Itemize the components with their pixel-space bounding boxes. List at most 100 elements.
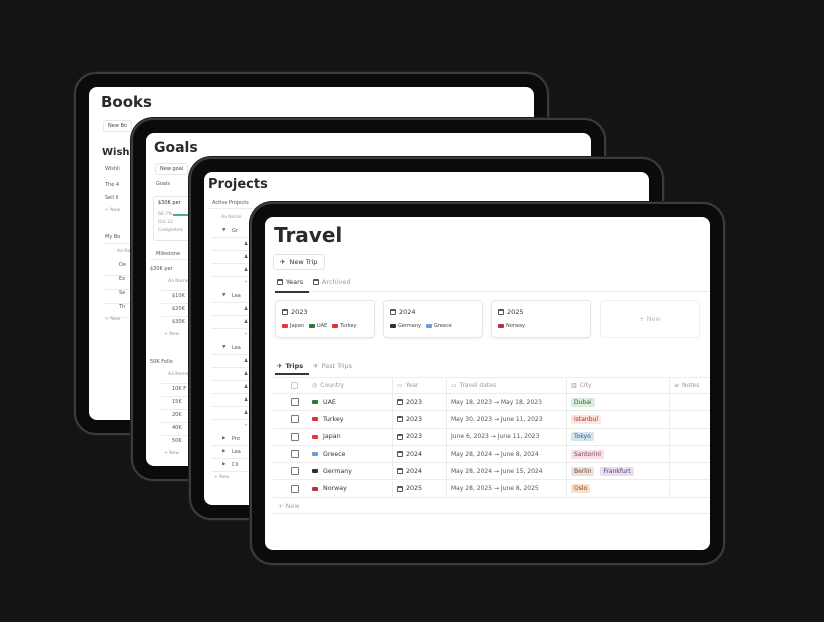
new-trip-button[interactable]: ✈ New Trip <box>273 254 325 270</box>
tab-goals[interactable]: Goals <box>156 181 170 187</box>
table-row[interactable]: $10K <box>172 293 185 299</box>
new-goal-button[interactable]: New goal <box>155 163 189 175</box>
column-header[interactable]: ▥ City <box>566 378 669 393</box>
country-cell[interactable]: Japan <box>308 429 392 445</box>
tab-past-trips[interactable]: ✈ Past Trips <box>313 362 352 370</box>
new-year-card[interactable]: + New <box>600 300 700 338</box>
tab-years[interactable]: Years <box>277 278 303 286</box>
table-row[interactable]: 20K <box>172 412 182 418</box>
table-row[interactable]: 15K <box>172 399 182 405</box>
city-tag[interactable]: Santorini <box>571 449 604 459</box>
caret-right-icon[interactable]: ▶ <box>222 449 226 454</box>
country-cell[interactable]: Norway <box>308 481 392 497</box>
checkbox[interactable] <box>291 398 299 406</box>
table-row[interactable]: Turkey 2023 May 30, 2023 → June 11, 2023 Is… <box>273 411 710 429</box>
new-row-button[interactable]: + New <box>164 451 180 456</box>
checkbox[interactable] <box>291 484 299 493</box>
notes-cell[interactable] <box>669 480 710 497</box>
new-row-button[interactable]: + New <box>214 475 230 480</box>
tab-milestones[interactable]: Milestone <box>156 251 181 257</box>
year-cell[interactable]: 2024 <box>392 445 446 463</box>
year-cell[interactable]: 2023 <box>392 428 446 445</box>
table-row[interactable]: 10K F <box>172 386 187 392</box>
city-cell[interactable]: Berlin Frankfurt <box>566 463 669 480</box>
checkbox[interactable] <box>291 467 299 476</box>
column-header[interactable]: ◎ Country <box>308 378 392 393</box>
table-row[interactable]: UAE 2023 May 18, 2023 → May 18, 2023 Dubai <box>273 394 710 412</box>
dates-cell[interactable]: May 28, 2024 → June 15, 2024 <box>446 463 566 480</box>
table-row[interactable]: Greece 2024 May 28, 2024 → June 8, 2024 San… <box>273 445 710 464</box>
view-tab[interactable]: My Bo <box>105 234 121 240</box>
year-card[interactable]: 2024 Germany Greece <box>383 300 483 338</box>
tab-active-projects[interactable]: Active Projects <box>212 200 249 206</box>
country-cell[interactable]: UAE <box>308 394 392 410</box>
checkbox[interactable] <box>291 449 299 458</box>
view-tab[interactable]: Wishli <box>105 166 120 172</box>
table-row[interactable]: 50K <box>172 438 182 444</box>
city-cell[interactable]: Istanbul <box>566 411 669 428</box>
new-item-button[interactable]: + New <box>105 208 121 213</box>
notes-cell[interactable] <box>669 445 710 463</box>
notes-cell[interactable] <box>669 394 710 411</box>
tab-archived[interactable]: Archived <box>313 278 350 286</box>
year-card[interactable]: 2023 Japan UAE Turkey <box>275 300 375 338</box>
notes-cell[interactable] <box>669 463 710 480</box>
city-cell[interactable]: Oslo <box>566 480 669 497</box>
group-header[interactable]: Cli <box>232 462 239 468</box>
dates-cell[interactable]: May 18, 2023 → May 18, 2023 <box>446 394 566 411</box>
table-row[interactable]: Ex <box>119 276 126 282</box>
year-cell[interactable]: 2024 <box>392 463 446 480</box>
new-row-button[interactable]: + New <box>278 502 300 510</box>
dates-cell[interactable]: May 28, 2024 → June 8, 2024 <box>446 445 566 463</box>
city-tag[interactable]: Tokyo <box>571 432 594 442</box>
group-header[interactable]: Pro <box>232 436 240 442</box>
table-row[interactable]: Se <box>119 290 126 296</box>
column-header[interactable]: ▭ Travel dates <box>446 378 566 393</box>
year-cell[interactable]: 2025 <box>392 480 446 497</box>
table-row[interactable]: $30K <box>172 319 185 325</box>
table-row[interactable]: Germany 2024 May 28, 2024 → June 15, 2024 B… <box>273 463 710 481</box>
country-cell[interactable]: Turkey <box>308 411 392 427</box>
checkbox[interactable] <box>291 415 299 424</box>
city-tag[interactable]: Frankfurt <box>600 466 634 476</box>
column-header[interactable]: ▭ Year <box>392 378 446 393</box>
notes-cell[interactable] <box>669 411 710 428</box>
group-header[interactable]: 50K Follo <box>150 359 173 365</box>
caret-down-icon[interactable]: ▼ <box>222 228 226 233</box>
country-cell[interactable]: Greece <box>308 446 392 462</box>
country-cell[interactable]: Germany <box>308 463 392 479</box>
year-cell[interactable]: 2023 <box>392 394 446 411</box>
caret-right-icon[interactable]: ▶ <box>222 462 226 467</box>
list-item[interactable]: Sell li <box>105 195 119 201</box>
new-row-button[interactable]: + New <box>164 332 180 337</box>
group-header[interactable]: Gr <box>232 228 238 234</box>
group-header[interactable]: Lea <box>232 449 241 455</box>
table-row[interactable]: $20K <box>172 306 185 312</box>
city-cell[interactable]: Tokyo <box>566 428 669 445</box>
year-card[interactable]: 2025 Norway <box>491 300 591 338</box>
column-header[interactable]: ≡ Notes <box>669 378 710 393</box>
city-tag[interactable]: Oslo <box>571 484 591 494</box>
city-cell[interactable]: Santorini <box>566 445 669 463</box>
dates-cell[interactable]: May 30, 2023 → June 11, 2023 <box>446 411 566 428</box>
caret-right-icon[interactable]: ▶ <box>222 436 226 441</box>
city-tag[interactable]: Berlin <box>571 466 595 476</box>
dates-cell[interactable]: June 6, 2023 → June 11, 2023 <box>446 428 566 445</box>
caret-down-icon[interactable]: ▼ <box>222 345 226 350</box>
table-row[interactable]: De <box>119 262 126 268</box>
notes-cell[interactable] <box>669 428 710 445</box>
new-row-button[interactable]: + New <box>105 317 121 322</box>
list-item[interactable]: The 4 <box>105 182 120 188</box>
city-tag[interactable]: Dubai <box>571 397 595 407</box>
group-header[interactable]: $30K per <box>150 266 173 272</box>
new-book-button[interactable]: New Bo <box>103 120 132 132</box>
table-row[interactable]: Japan 2023 June 6, 2023 → June 11, 2023 Tok… <box>273 428 710 446</box>
city-cell[interactable]: Dubai <box>566 394 669 411</box>
group-header[interactable]: Lea <box>232 345 241 351</box>
table-row[interactable]: Th <box>119 304 126 310</box>
table-row[interactable]: 40K <box>172 425 182 431</box>
group-header[interactable]: Lea <box>232 293 241 299</box>
caret-down-icon[interactable]: ▼ <box>222 293 226 298</box>
table-row[interactable]: Norway 2025 May 28, 2025 → June 8, 2025 Osl… <box>273 480 710 498</box>
dates-cell[interactable]: May 28, 2025 → June 8, 2025 <box>446 480 566 497</box>
